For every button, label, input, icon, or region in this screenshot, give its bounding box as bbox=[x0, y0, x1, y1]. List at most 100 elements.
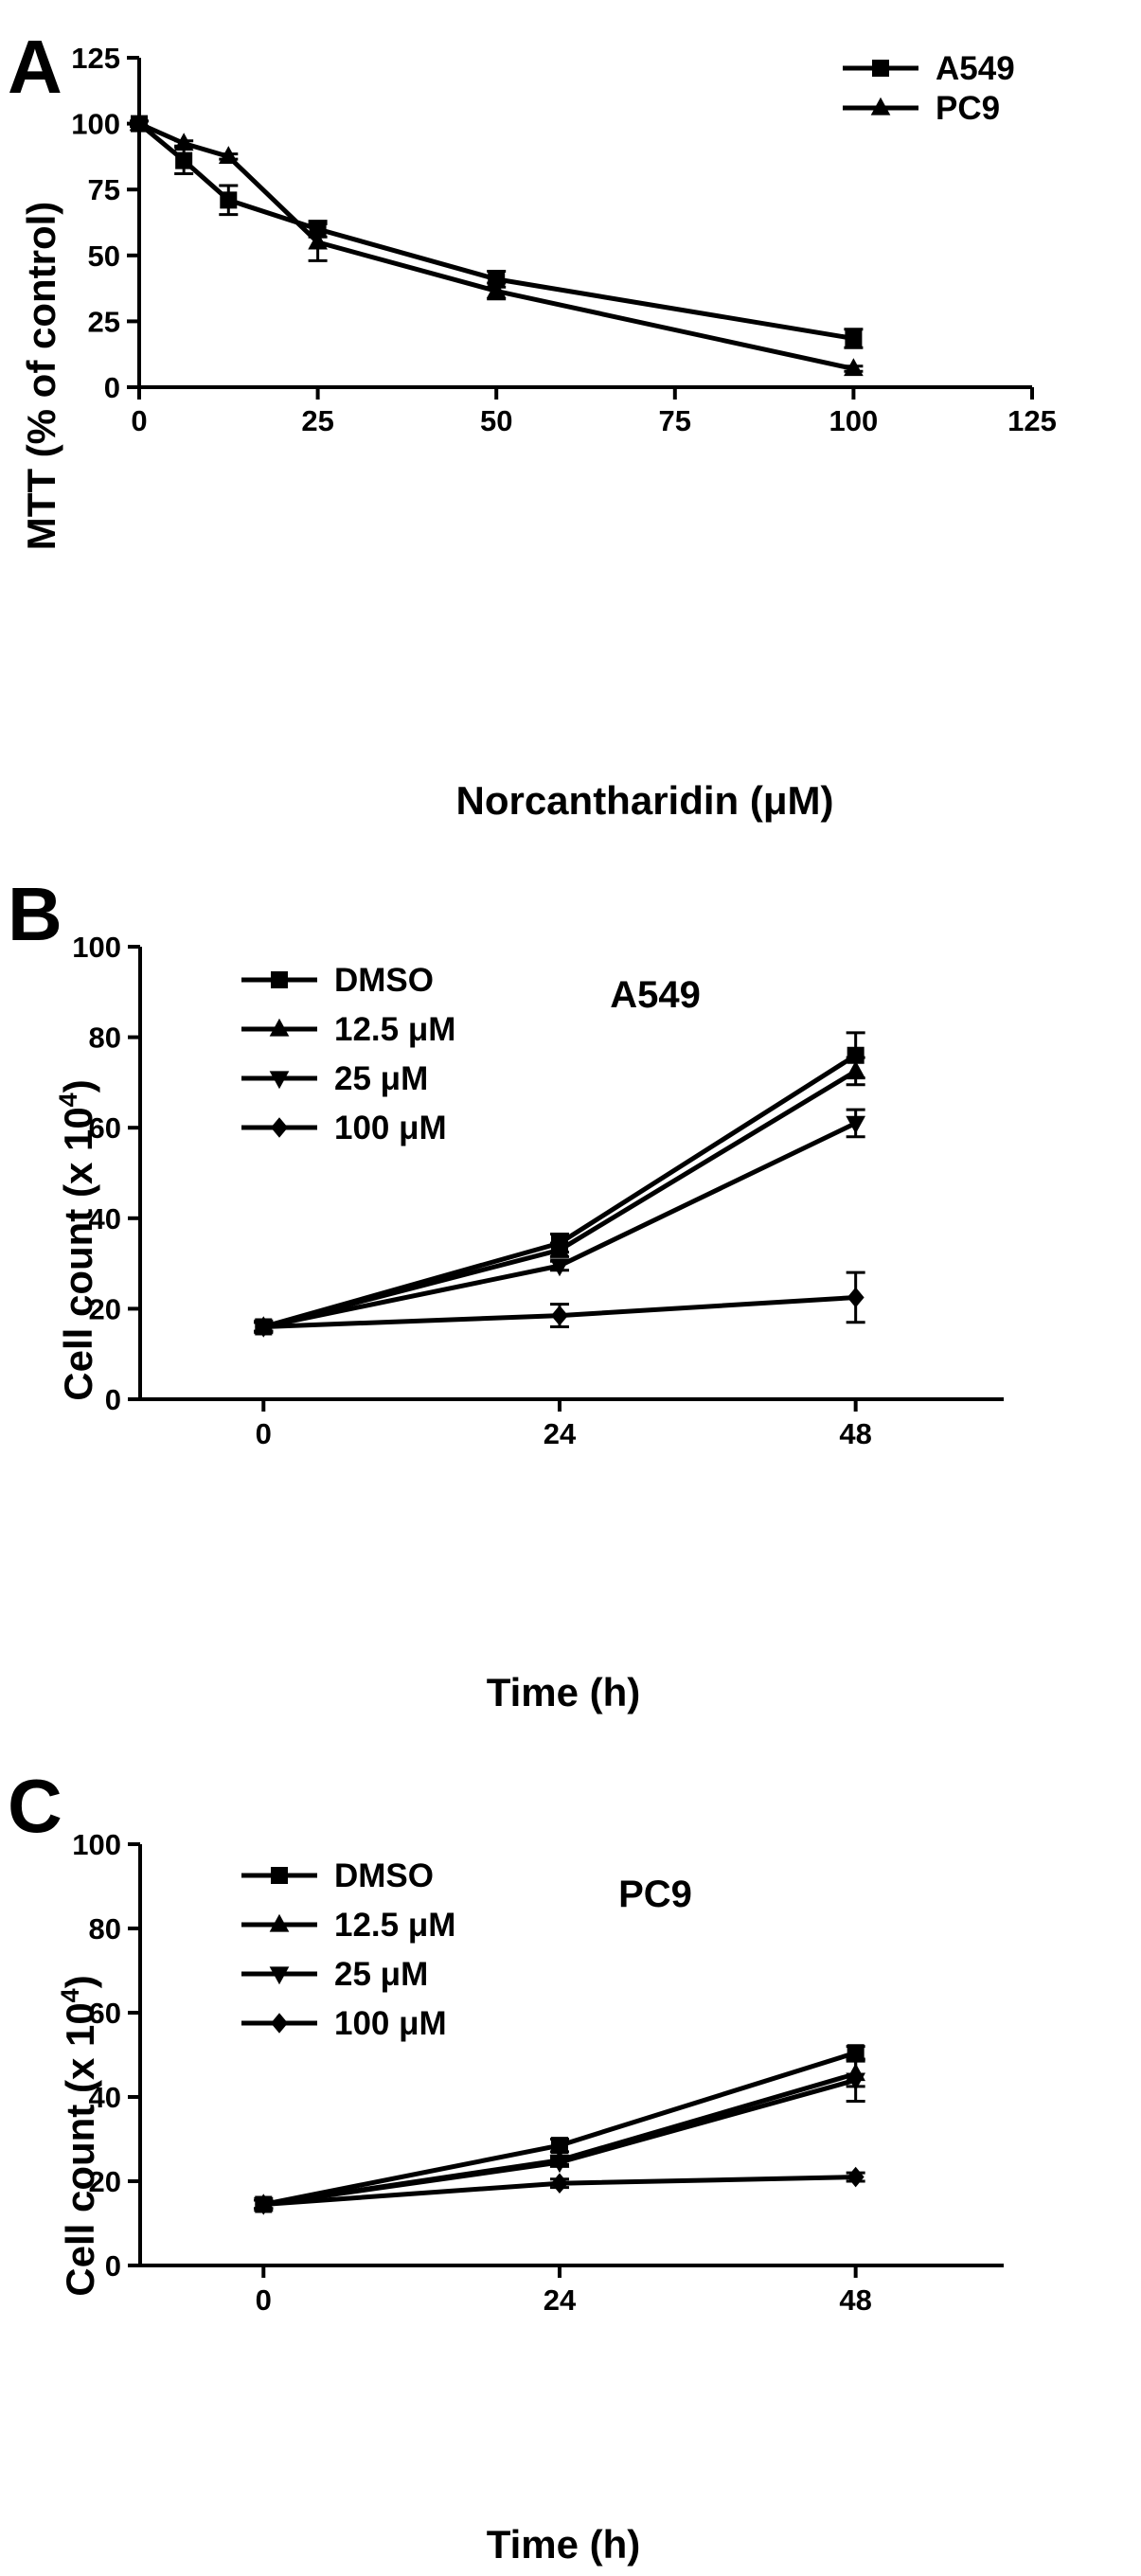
panel-a-legend-label: PC9 bbox=[936, 90, 1000, 127]
panel-b-legend-label: 12.5 μM bbox=[334, 1011, 455, 1048]
panel-b-y-tick-label: 40 bbox=[89, 1202, 121, 1235]
panel-b-series-100-m-point bbox=[255, 1316, 273, 1338]
panel-a: A MTT (% of control) Norcantharidin (μM)… bbox=[8, 25, 1057, 823]
panel-b-y-tick-label: 0 bbox=[105, 1383, 121, 1416]
panel-c-legend-label: 25 μM bbox=[334, 1956, 428, 1993]
panel-a-series-a549-point bbox=[845, 329, 863, 347]
panel-b-x-tick-label: 0 bbox=[256, 1417, 272, 1450]
panel-c-series-25-m-point bbox=[549, 2155, 570, 2174]
panel-a-legend-label: A549 bbox=[936, 50, 1015, 87]
panel-b-x-axis-label: Time (h) bbox=[487, 1670, 641, 1714]
panel-b-series-100-m-point bbox=[847, 1287, 865, 1308]
panel-b-series-100-m-point bbox=[550, 1305, 568, 1326]
panel-a-legend-marker bbox=[872, 60, 889, 77]
panel-b-legend-label: DMSO bbox=[334, 962, 434, 999]
panel-c-legend-label: 12.5 μM bbox=[334, 1907, 455, 1944]
panel-letter-a: A bbox=[8, 25, 62, 109]
panel-a-series-pc9 bbox=[129, 113, 864, 377]
panel-c-series-dmso-point bbox=[847, 2044, 865, 2062]
panel-a-y-axis-label: MTT (% of control) bbox=[19, 202, 63, 551]
panel-c-y-tick-label: 0 bbox=[105, 2249, 121, 2283]
panel-a-x-tick-label: 75 bbox=[659, 404, 691, 437]
panel-b-series-12-5-m-point bbox=[549, 1239, 570, 1257]
panel-a-y-tick-label: 125 bbox=[71, 42, 120, 75]
panel-a-y-tick-label: 0 bbox=[104, 371, 120, 404]
panel-b-y-axis-label: Cell count (x 104) bbox=[54, 1079, 100, 1400]
panel-a-y-tick-label: 50 bbox=[88, 240, 120, 273]
panel-b-x-tick-label: 48 bbox=[839, 1417, 871, 1450]
panel-b-legend-entry: DMSO bbox=[241, 962, 434, 999]
panel-c-legend-entry: 100 μM bbox=[241, 2005, 447, 2042]
panel-c-x-tick-label: 48 bbox=[839, 2283, 871, 2317]
panel-b-y-tick-label: 60 bbox=[89, 1111, 121, 1145]
panel-c: C PC9 Cell count (x 104) Time (h) 0 20 40 6… bbox=[8, 1764, 1004, 2567]
panel-c-legend-entry: DMSO bbox=[241, 1857, 434, 1894]
panel-b-series-100-m bbox=[254, 1270, 865, 1338]
panel-c-y-tick-label: 80 bbox=[89, 1912, 121, 1945]
panel-a-x-tick-label: 125 bbox=[1007, 404, 1057, 437]
panel-a-x-tick-label: 0 bbox=[131, 404, 147, 437]
panel-b-legend-label: 100 μM bbox=[334, 1110, 447, 1146]
panel-b: B A549 Cell count (x 104) Time (h) 0 20 40… bbox=[8, 872, 1004, 1714]
panel-c-legend-label: 100 μM bbox=[334, 2005, 447, 2042]
panel-c-y-tick-label: 40 bbox=[89, 2081, 121, 2114]
panel-b-series-dmso-point bbox=[847, 1046, 865, 1064]
panel-b-legend-marker bbox=[271, 1117, 288, 1138]
panel-letter-c: C bbox=[8, 1764, 62, 1848]
panel-letter-b: B bbox=[8, 872, 62, 956]
panel-a-legend-entry: PC9 bbox=[843, 90, 1000, 127]
panel-c-legend-entry: 12.5 μM bbox=[241, 1907, 455, 1944]
panel-b-legend-marker bbox=[269, 1018, 290, 1037]
panel-c-legend-marker bbox=[269, 1913, 290, 1932]
panel-c-legend-marker bbox=[269, 1966, 290, 1985]
panel-a-legend-marker bbox=[870, 97, 891, 115]
panel-c-series-dmso-point bbox=[550, 2137, 568, 2155]
panel-b-series-25-m-point bbox=[549, 1258, 570, 1277]
panel-c-y-tick-label: 60 bbox=[89, 1997, 121, 2030]
panel-c-legend-entry: 25 μM bbox=[241, 1956, 428, 1993]
panel-a-series-pc9-point bbox=[844, 358, 864, 377]
panel-b-y-tick-label: 80 bbox=[89, 1022, 121, 1055]
panel-c-series-25-m-point bbox=[846, 2072, 866, 2091]
panel-a-series-a549-point bbox=[175, 151, 193, 169]
panel-a-series-pc9-point bbox=[173, 133, 194, 151]
panel-a-legend-entry: A549 bbox=[843, 50, 1015, 87]
panel-c-series-100-m bbox=[254, 2166, 865, 2215]
panel-a-x-axis-label: Norcantharidin (μM) bbox=[455, 778, 833, 823]
panel-c-legend-label: DMSO bbox=[334, 1857, 434, 1894]
panel-c-series-100-m-point bbox=[255, 2194, 273, 2215]
panel-c-series-100-m-point bbox=[847, 2166, 865, 2188]
panel-b-legend-entry: 25 μM bbox=[241, 1060, 428, 1097]
panel-c-legend-marker bbox=[271, 1867, 288, 1884]
panel-b-legend-entry: 12.5 μM bbox=[241, 1011, 455, 1048]
panel-c-y-tick-label: 100 bbox=[72, 1828, 121, 1861]
panel-b-title: A549 bbox=[610, 974, 701, 1016]
panel-b-legend-label: 25 μM bbox=[334, 1060, 428, 1097]
panel-b-y-tick-label: 20 bbox=[89, 1292, 121, 1325]
panel-c-x-tick-label: 0 bbox=[256, 2283, 272, 2317]
panel-b-series-25-m-point bbox=[846, 1115, 866, 1134]
panel-a-x-tick-label: 100 bbox=[829, 404, 879, 437]
panel-b-x-tick-label: 24 bbox=[544, 1417, 577, 1450]
panel-a-y-tick-label: 100 bbox=[71, 108, 120, 141]
panel-a-series-pc9-point bbox=[129, 113, 150, 132]
panel-a-series-pc9-point bbox=[486, 280, 507, 299]
panel-c-series-100-m-point bbox=[550, 2173, 568, 2194]
panel-b-legend-entry: 100 μM bbox=[241, 1110, 447, 1146]
panel-c-y-axis-label: Cell count (x 104) bbox=[56, 1975, 102, 2296]
panel-c-y-tick-label: 20 bbox=[89, 2165, 121, 2198]
panel-a-y-tick-label: 75 bbox=[88, 173, 120, 206]
panel-a-series-a549-point bbox=[220, 191, 238, 209]
panel-a-x-tick-label: 25 bbox=[301, 404, 333, 437]
panel-a-series-pc9-point bbox=[218, 146, 239, 165]
panel-b-legend-marker bbox=[269, 1071, 290, 1090]
panel-b-legend-marker bbox=[271, 971, 288, 988]
panel-c-x-tick-label: 24 bbox=[544, 2283, 577, 2317]
panel-a-series-pc9-point bbox=[308, 231, 328, 250]
panel-c-title: PC9 bbox=[618, 1874, 692, 1915]
panel-a-y-tick-label: 25 bbox=[88, 305, 120, 338]
panel-b-y-tick-label: 100 bbox=[72, 931, 121, 964]
panel-c-legend-marker bbox=[271, 2013, 288, 2034]
